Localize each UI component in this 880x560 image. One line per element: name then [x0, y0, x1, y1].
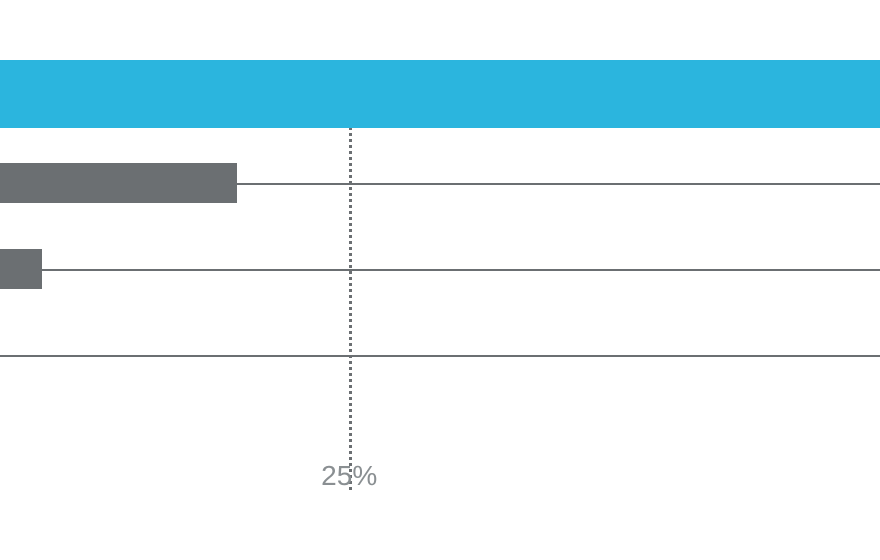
x-tick-label: 25%: [321, 460, 377, 492]
plot-area: 25%: [0, 60, 880, 390]
row-baseline: [0, 355, 880, 357]
bar: [0, 249, 42, 289]
bar: [0, 60, 880, 128]
bar-chart: 25%: [0, 0, 880, 560]
row-baseline: [0, 269, 880, 271]
bar: [0, 163, 237, 203]
